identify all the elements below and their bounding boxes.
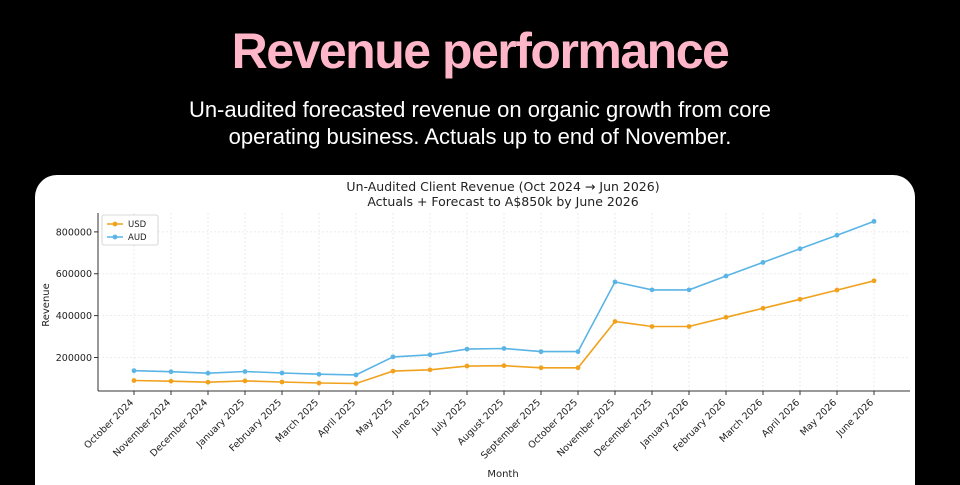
- data-point-usd: [686, 324, 692, 329]
- x-tick-label: June 2025: [390, 397, 432, 439]
- revenue-line-chart: Un-Audited Client Revenue (Oct 2024 → Ju…: [41, 179, 910, 480]
- data-point-usd: [538, 365, 544, 371]
- chart-card: Un-Audited Client Revenue (Oct 2024 → Ju…: [35, 175, 915, 485]
- data-point-usd: [649, 324, 655, 329]
- x-tick-label: April 2025: [316, 397, 358, 439]
- data-point-aud: [797, 246, 803, 252]
- y-tick-label: 600000: [56, 269, 92, 280]
- data-point-aud: [353, 372, 359, 378]
- data-point-aud: [205, 370, 211, 376]
- y-tick-label: 200000: [56, 353, 92, 364]
- data-point-usd: [723, 314, 729, 320]
- data-point-aud: [575, 349, 581, 355]
- subtitle-line-1: Un-audited forecasted revenue on organic…: [188, 97, 772, 122]
- x-axis-label: Month: [487, 469, 518, 480]
- data-point-usd: [316, 380, 322, 386]
- legend-label-aud: AUD: [128, 233, 147, 243]
- page-title: Revenue performance: [231, 23, 730, 79]
- data-point-usd: [797, 296, 803, 302]
- y-tick-label: 400000: [56, 311, 92, 322]
- subtitle-line-2: operating business. Actuals up to end of…: [228, 124, 732, 149]
- y-axis-label: Revenue: [41, 283, 52, 327]
- data-point-usd: [501, 363, 507, 369]
- data-point-aud: [168, 369, 174, 375]
- data-point-usd: [353, 381, 359, 386]
- x-tick-label: June 2026: [834, 397, 876, 439]
- page-subtitle: Un-audited forecasted revenue on organic…: [0, 96, 960, 150]
- data-point-aud: [871, 218, 877, 224]
- data-point-usd: [760, 305, 766, 311]
- data-point-aud: [279, 370, 285, 376]
- data-point-usd: [427, 367, 433, 373]
- data-point-aud: [316, 371, 322, 377]
- data-point-aud: [464, 346, 470, 352]
- data-point-usd: [131, 378, 137, 383]
- data-point-aud: [723, 273, 729, 279]
- legend-swatch-marker-aud: [112, 234, 118, 240]
- legend-label-usd: USD: [128, 220, 147, 230]
- data-point-aud: [390, 354, 396, 360]
- data-point-usd: [390, 368, 396, 374]
- data-point-aud: [612, 279, 618, 285]
- data-point-usd: [612, 319, 618, 324]
- x-tick-label: May 2025: [354, 397, 395, 438]
- data-point-aud: [686, 287, 692, 293]
- legend-swatch-marker-usd: [112, 221, 118, 227]
- data-point-usd: [242, 378, 248, 384]
- x-tick-label: May 2026: [798, 397, 839, 438]
- data-point-aud: [131, 368, 137, 374]
- chart-subtitle: Actuals + Forecast to A$850k by June 202…: [367, 194, 638, 209]
- data-point-usd: [575, 365, 581, 371]
- y-tick-label: 800000: [56, 227, 92, 238]
- data-point-usd: [168, 378, 174, 384]
- x-tick-label: April 2026: [760, 397, 802, 439]
- data-point-aud: [649, 287, 655, 293]
- data-point-usd: [871, 278, 877, 284]
- chart-title: Un-Audited Client Revenue (Oct 2024 → Ju…: [346, 179, 659, 194]
- data-point-aud: [760, 260, 766, 265]
- data-point-usd: [279, 379, 285, 385]
- series-line-usd: [133, 280, 875, 385]
- data-point-aud: [242, 369, 248, 374]
- data-point-aud: [538, 349, 544, 355]
- data-point-aud: [501, 346, 507, 351]
- data-point-usd: [205, 379, 211, 385]
- data-point-aud: [834, 232, 840, 238]
- data-point-usd: [464, 363, 470, 369]
- data-point-usd: [834, 287, 840, 293]
- data-point-aud: [427, 352, 433, 358]
